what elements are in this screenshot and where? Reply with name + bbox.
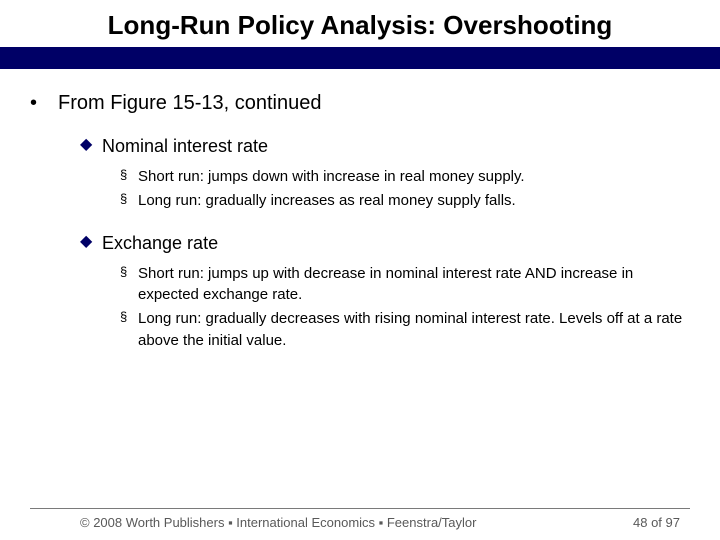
content-area: • From Figure 15-13, continued ◆ Nominal… — [0, 69, 720, 352]
item-text: Long run: gradually decreases with risin… — [138, 308, 690, 352]
bullet-level2: ◆ Exchange rate — [80, 230, 690, 257]
copyright-text: © 2008 Worth Publishers ▪ International … — [80, 515, 476, 530]
footer: © 2008 Worth Publishers ▪ International … — [0, 508, 720, 540]
section-icon: § — [120, 263, 138, 307]
title-region: Long-Run Policy Analysis: Overshooting — [0, 0, 720, 69]
bullet-dot-icon: • — [30, 89, 58, 117]
section-icon: § — [120, 308, 138, 352]
bullet-level1: • From Figure 15-13, continued — [30, 89, 690, 117]
bullet-level2: ◆ Nominal interest rate — [80, 133, 690, 160]
slide-title: Long-Run Policy Analysis: Overshooting — [0, 0, 720, 47]
item-text: Long run: gradually increases as real mo… — [138, 190, 516, 212]
section-heading: Nominal interest rate — [102, 133, 268, 160]
diamond-icon: ◆ — [80, 230, 102, 257]
section-heading: Exchange rate — [102, 230, 218, 257]
page-number: 48 of 97 — [633, 515, 680, 530]
footer-row: © 2008 Worth Publishers ▪ International … — [0, 509, 720, 540]
title-bar — [0, 47, 720, 69]
section-icon: § — [120, 166, 138, 188]
bullet-level3: § Short run: jumps up with decrease in n… — [120, 263, 690, 307]
item-text: Short run: jumps down with increase in r… — [138, 166, 525, 188]
item-text: Short run: jumps up with decrease in nom… — [138, 263, 690, 307]
bullet-level3: § Long run: gradually decreases with ris… — [120, 308, 690, 352]
diamond-icon: ◆ — [80, 133, 102, 160]
bullet-level3: § Long run: gradually increases as real … — [120, 190, 690, 212]
bullet-level3: § Short run: jumps down with increase in… — [120, 166, 690, 188]
section-icon: § — [120, 190, 138, 212]
intro-text: From Figure 15-13, continued — [58, 89, 321, 117]
